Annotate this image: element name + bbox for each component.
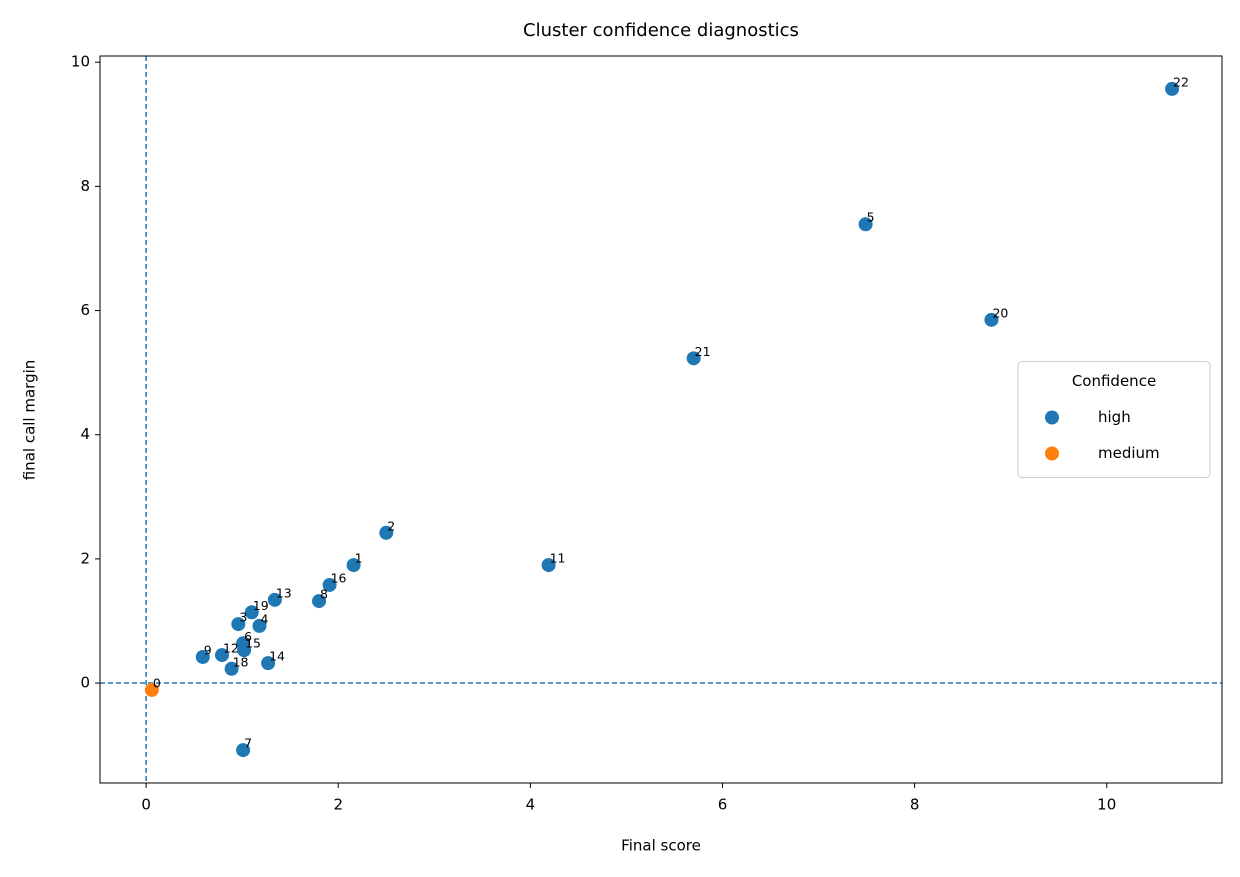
legend-label: high xyxy=(1098,408,1131,426)
point-label: 1 xyxy=(355,551,363,566)
y-tick-label: 6 xyxy=(80,301,90,319)
point xyxy=(244,605,259,620)
legend-title: Confidence xyxy=(1072,372,1156,390)
x-tick-label: 4 xyxy=(526,796,536,814)
point-label: 8 xyxy=(320,587,328,602)
point xyxy=(1165,81,1180,96)
point xyxy=(312,594,327,609)
y-tick-label: 2 xyxy=(80,549,90,567)
point xyxy=(858,217,873,232)
point xyxy=(237,643,252,658)
x-tick-label: 8 xyxy=(910,796,920,814)
y-axis-label: final call margin xyxy=(21,360,39,481)
point xyxy=(686,351,701,366)
point xyxy=(379,525,394,540)
point xyxy=(541,558,556,573)
point-label: 21 xyxy=(695,344,711,359)
x-tick-label: 0 xyxy=(141,796,151,814)
plot-frame xyxy=(99,55,1223,784)
point-label: 7 xyxy=(244,736,252,751)
legend-marker xyxy=(1045,446,1059,461)
chart-title: Cluster confidence diagnostics xyxy=(523,20,799,41)
point xyxy=(214,648,229,663)
point xyxy=(252,618,267,633)
x-axis-label: Final score xyxy=(621,837,701,855)
x-tick-label: 10 xyxy=(1097,796,1116,814)
point-label: 3 xyxy=(239,610,247,625)
point-label: 0 xyxy=(153,675,161,690)
point-label: 12 xyxy=(223,641,239,656)
point-label: 22 xyxy=(1173,74,1189,89)
point xyxy=(267,592,282,607)
legend-label: medium xyxy=(1098,444,1160,462)
legend-marker xyxy=(1045,410,1059,425)
point xyxy=(322,577,337,592)
point-label: 5 xyxy=(867,210,875,225)
point xyxy=(984,312,999,327)
point-label: 16 xyxy=(331,570,347,585)
legend-box xyxy=(1017,361,1211,478)
x-tick-label: 6 xyxy=(718,796,728,814)
x-tick-label: 2 xyxy=(333,796,343,814)
point xyxy=(261,656,276,671)
point-label: 20 xyxy=(992,305,1008,320)
y-tick-label: 10 xyxy=(71,53,90,71)
point-label: 14 xyxy=(269,649,285,664)
point-label: 15 xyxy=(245,636,261,651)
point-label: 13 xyxy=(276,585,292,600)
point xyxy=(231,617,246,632)
point-label: 6 xyxy=(244,629,252,644)
point-label: 19 xyxy=(253,598,269,613)
point-label: 11 xyxy=(550,551,566,566)
point xyxy=(195,649,210,664)
y-tick-label: 4 xyxy=(80,425,90,443)
point xyxy=(144,682,159,697)
point-label: 4 xyxy=(260,611,268,626)
legend: Confidence high medium xyxy=(1017,361,1211,478)
point-label: 18 xyxy=(233,654,249,669)
point-label: 2 xyxy=(387,518,395,533)
y-tick-label: 8 xyxy=(80,177,90,195)
point xyxy=(346,558,361,573)
point xyxy=(236,743,251,758)
y-tick-label: 0 xyxy=(80,674,90,692)
point xyxy=(224,661,239,676)
point-label: 9 xyxy=(204,642,212,657)
